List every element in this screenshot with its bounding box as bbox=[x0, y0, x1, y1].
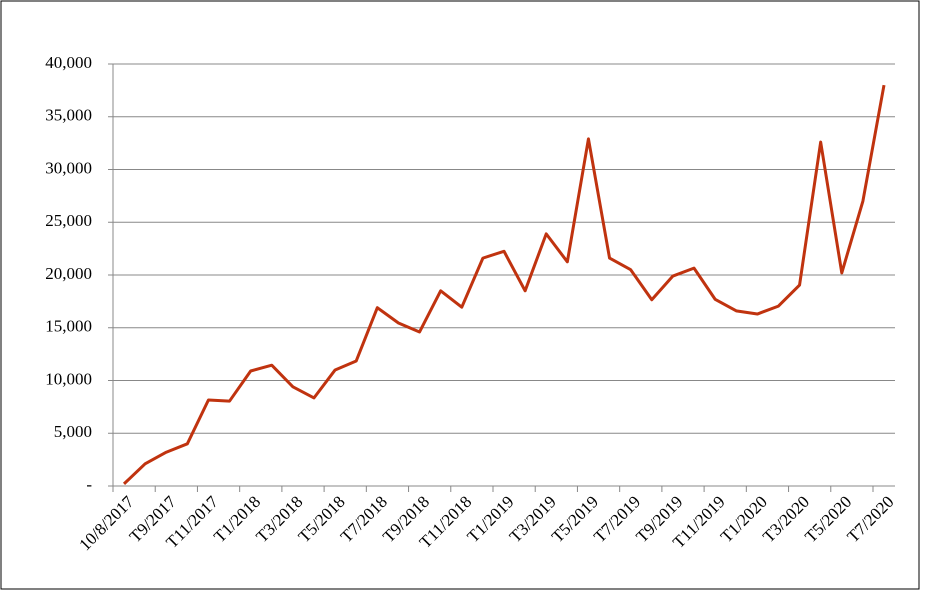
y-tick-label: - bbox=[86, 475, 92, 494]
x-tick-label: T5/2018 bbox=[295, 492, 349, 546]
x-tick-label: T5/2019 bbox=[548, 492, 602, 546]
x-tick-label: T1/2018 bbox=[210, 492, 264, 546]
x-tick-label: T5/2020 bbox=[801, 492, 855, 546]
y-tick-label: 30,000 bbox=[45, 158, 92, 177]
frame bbox=[0, 0, 920, 590]
x-tick-label: T7/2020 bbox=[843, 492, 897, 546]
x-tick-label: T1/2020 bbox=[717, 492, 771, 546]
y-tick-label: 15,000 bbox=[45, 317, 92, 336]
y-tick-label: 20,000 bbox=[45, 264, 92, 283]
y-tick-label: 5,000 bbox=[54, 422, 92, 441]
y-tick-label: 35,000 bbox=[45, 106, 92, 125]
x-tick-label: T3/2020 bbox=[759, 492, 813, 546]
line-series bbox=[122, 84, 886, 485]
x-tick-label: T3/2019 bbox=[506, 492, 560, 546]
y-tick-label: 25,000 bbox=[45, 211, 92, 230]
x-tick-label: T3/2018 bbox=[252, 492, 306, 546]
x-tick-label: T7/2019 bbox=[590, 492, 644, 546]
x-tick-label: T7/2018 bbox=[337, 492, 391, 546]
x-tick-label: T1/2019 bbox=[463, 492, 517, 546]
y-tick-label: 10,000 bbox=[45, 369, 92, 388]
x-tick-label: 10/8/2017 bbox=[75, 492, 138, 555]
y-tick-label: 40,000 bbox=[45, 53, 92, 72]
